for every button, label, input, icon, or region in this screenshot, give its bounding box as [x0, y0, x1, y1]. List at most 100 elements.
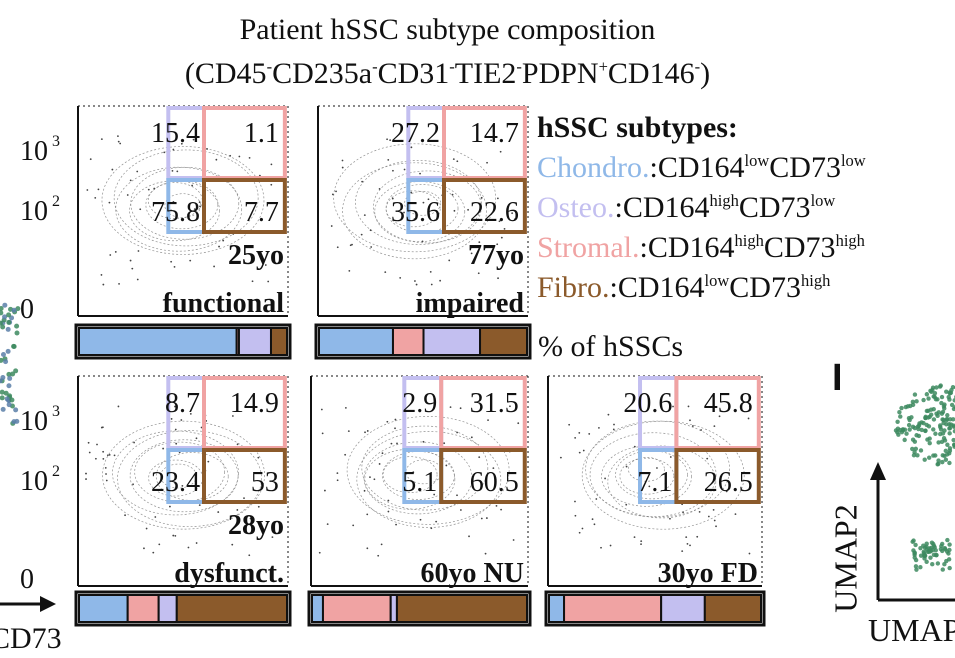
event-dot [467, 208, 469, 211]
gate-value-fibro: 60.5 [470, 467, 519, 498]
umap-cell-dot [926, 455, 932, 460]
event-dot [363, 489, 366, 492]
event-dot [187, 546, 190, 549]
umap-cell-dot [951, 437, 955, 443]
umap-cell-dot [910, 402, 916, 408]
umap-cell-dot [947, 425, 953, 431]
umap-cell-dot [918, 565, 923, 570]
event-dot [384, 271, 387, 274]
umap-cell-dot [899, 405, 904, 411]
umap-cell-dot [943, 448, 948, 454]
event-dot [126, 194, 129, 196]
umap-cell-dot [915, 424, 921, 429]
umap-cell-dot [931, 453, 936, 458]
neighbor-panel-dot [10, 371, 16, 377]
event-dot [478, 241, 481, 244]
umap-cell-dot [940, 453, 945, 458]
event-dot [509, 405, 511, 408]
event-dot [131, 267, 134, 270]
event-dot [267, 280, 270, 283]
density-contour [164, 193, 202, 219]
umap-cell-dot [946, 551, 951, 556]
density-contour [113, 149, 259, 247]
neighbor-panel-dot [6, 383, 12, 389]
event-dot [236, 443, 239, 446]
y-tick-label: 0 [20, 294, 34, 325]
legend-entry-name: Osteo. [537, 191, 615, 224]
event-dot [429, 271, 432, 273]
event-dot [574, 514, 577, 517]
gate-value-fibro: 22.6 [470, 197, 519, 228]
density-contour [385, 190, 441, 228]
event-dot [94, 196, 97, 199]
x-axis-arrowhead [40, 596, 56, 612]
umap-cell-dot [914, 567, 919, 572]
umap-cell-dot [938, 546, 944, 552]
event-dot [270, 183, 273, 186]
neighbor-panel-dot [15, 306, 21, 312]
composition-segment-stromal [321, 594, 392, 623]
event-dot [113, 454, 116, 457]
legend-marker: CD73 [763, 231, 836, 264]
legend-entry: Stromal.:CD164highCD73high [537, 228, 866, 268]
umap-y-arrowhead [870, 462, 886, 480]
neighbor-panel-dot [13, 368, 19, 374]
subtitle-sign: - [694, 57, 701, 76]
event-dot [700, 429, 702, 431]
event-dot [390, 442, 393, 445]
event-dot [698, 510, 701, 513]
umap-cell-dot [912, 555, 917, 560]
event-dot [392, 169, 394, 172]
umap-cell-dot [927, 436, 932, 441]
umap-cell-dot [918, 448, 924, 453]
composition-segment-chondro [318, 327, 394, 356]
event-dot [389, 139, 392, 142]
event-dot [330, 225, 333, 227]
event-dot [189, 412, 192, 415]
umap-cell-dot [923, 428, 928, 434]
subtitle-marker: ) [700, 57, 711, 90]
umap-cell-dot [921, 420, 926, 426]
event-dot [191, 184, 194, 187]
subtitle-marker: (CD45 [184, 57, 267, 90]
event-dot [180, 419, 183, 421]
composition-segment-chondro [548, 594, 566, 623]
event-dot [143, 547, 145, 550]
composition-segment-fibro [479, 327, 529, 356]
umap-cell-dot [896, 432, 901, 437]
density-contour [589, 432, 717, 518]
event-dot [394, 427, 396, 430]
event-dot [114, 251, 117, 253]
event-dot [154, 516, 157, 518]
event-dot [124, 514, 126, 517]
density-contour [129, 439, 239, 513]
sample-age-label: 77yo [468, 240, 524, 271]
sample-status-label: 60yo NU [421, 558, 524, 589]
legend-entry-name: Stromal. [537, 231, 640, 264]
event-dot [199, 205, 201, 208]
event-dot [593, 523, 596, 526]
event-dot [707, 515, 710, 518]
event-dot [433, 493, 436, 496]
density-contour [364, 448, 456, 510]
event-dot [102, 283, 105, 286]
event-dot [174, 534, 177, 537]
flow-panel [307, 375, 532, 627]
event-dot [366, 430, 369, 432]
umap-cell-dot [947, 565, 952, 571]
event-dot [713, 425, 716, 428]
y-tick-label: 10 [20, 136, 48, 167]
event-dot [386, 420, 389, 423]
event-dot [106, 454, 109, 457]
composition-segment-fibro [269, 327, 289, 356]
event-dot [480, 517, 483, 520]
event-dot [511, 212, 514, 215]
event-dot [324, 489, 326, 492]
legend-level: low [704, 271, 730, 290]
neighbor-panel-dot [6, 319, 12, 325]
umap-cell-dot [922, 457, 927, 462]
gate-value-osteo: 20.6 [623, 388, 672, 419]
event-dot [344, 407, 347, 409]
gate-value-fibro: 7.7 [244, 197, 279, 228]
event-dot [169, 505, 171, 508]
